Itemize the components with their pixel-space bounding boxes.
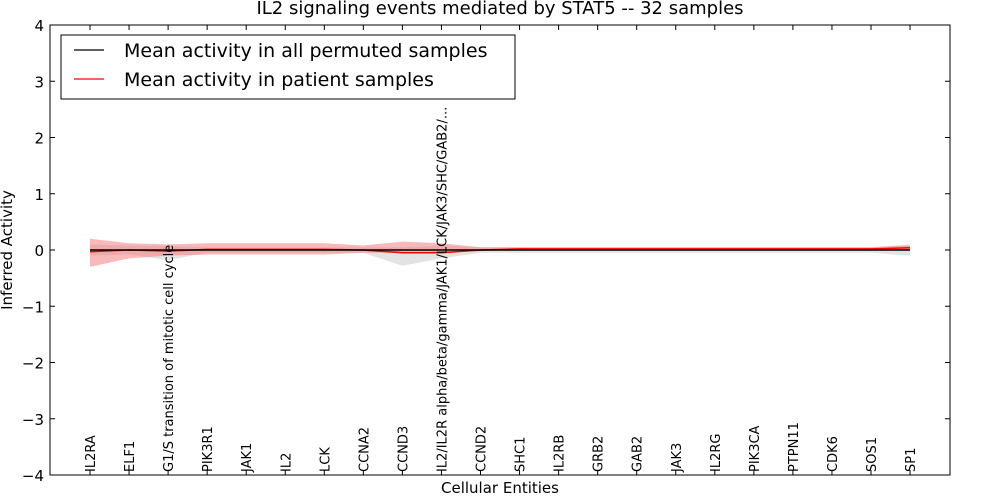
y-tick-label: −1 — [22, 298, 44, 316]
y-tick-label: −4 — [22, 467, 44, 485]
x-tick-label: PIK3R1 — [201, 426, 216, 472]
legend-box — [60, 34, 516, 100]
x-tick-label: CDK6 — [826, 436, 841, 472]
x-axis-label: Cellular Entities — [441, 479, 559, 497]
chart-title: IL2 signaling events mediated by STAT5 -… — [256, 0, 743, 19]
x-tick-label: CCND2 — [475, 426, 490, 472]
y-tick-label: −3 — [22, 411, 44, 429]
x-tick-label: IL2 — [279, 453, 294, 472]
x-tick-label: PIK3CA — [748, 425, 763, 472]
y-axis-label: Inferred Activity — [0, 190, 16, 310]
y-tick-label: 0 — [34, 242, 44, 260]
x-tick-label: IL2/IL2R alpha/beta/gamma/JAK1/LCK/JAK3/… — [435, 107, 450, 472]
x-tick-label: JAK3 — [670, 443, 685, 473]
x-tick-label: CCND3 — [396, 426, 411, 472]
confidence-bands — [90, 238, 910, 267]
x-tick-label: GAB2 — [631, 436, 646, 472]
x-tick-label: CCNA2 — [357, 427, 372, 472]
x-tick-label: IL2RB — [553, 435, 568, 472]
y-tick-label: 4 — [34, 17, 44, 35]
legend-label-patient: Mean activity in patient samples — [124, 69, 434, 91]
legend-label-permuted: Mean activity in all permuted samples — [124, 40, 487, 62]
y-axis-ticks: 4 3 2 1 0 −1 −2 −3 −4 — [22, 17, 950, 485]
band-patient — [90, 238, 910, 267]
legend: Mean activity in all permuted samples Me… — [60, 34, 516, 100]
x-tick-label: JAK1 — [240, 443, 255, 473]
x-tick-label: ELF1 — [123, 441, 138, 472]
x-tick-label: SP1 — [904, 448, 919, 472]
x-tick-label: SHC1 — [514, 437, 529, 472]
series-lines — [89, 247, 911, 254]
x-tick-label: PTPN11 — [787, 422, 802, 472]
x-tick-label: LCK — [318, 447, 333, 472]
x-tick-label: SOS1 — [865, 437, 880, 472]
x-tick-label: IL2RG — [709, 434, 724, 472]
y-tick-label: 1 — [34, 186, 44, 204]
x-tick-label: G1/S transition of mitotic cell cycle — [162, 245, 177, 472]
x-axis-ticks: IL2RA ELF1 G1/S transition of mitotic cell… — [84, 25, 919, 475]
x-tick-label: GRB2 — [592, 436, 607, 472]
y-tick-label: −2 — [22, 355, 44, 373]
x-tick-label: IL2RA — [84, 435, 99, 472]
y-tick-label: 3 — [34, 73, 44, 91]
y-tick-label: 2 — [34, 130, 44, 148]
